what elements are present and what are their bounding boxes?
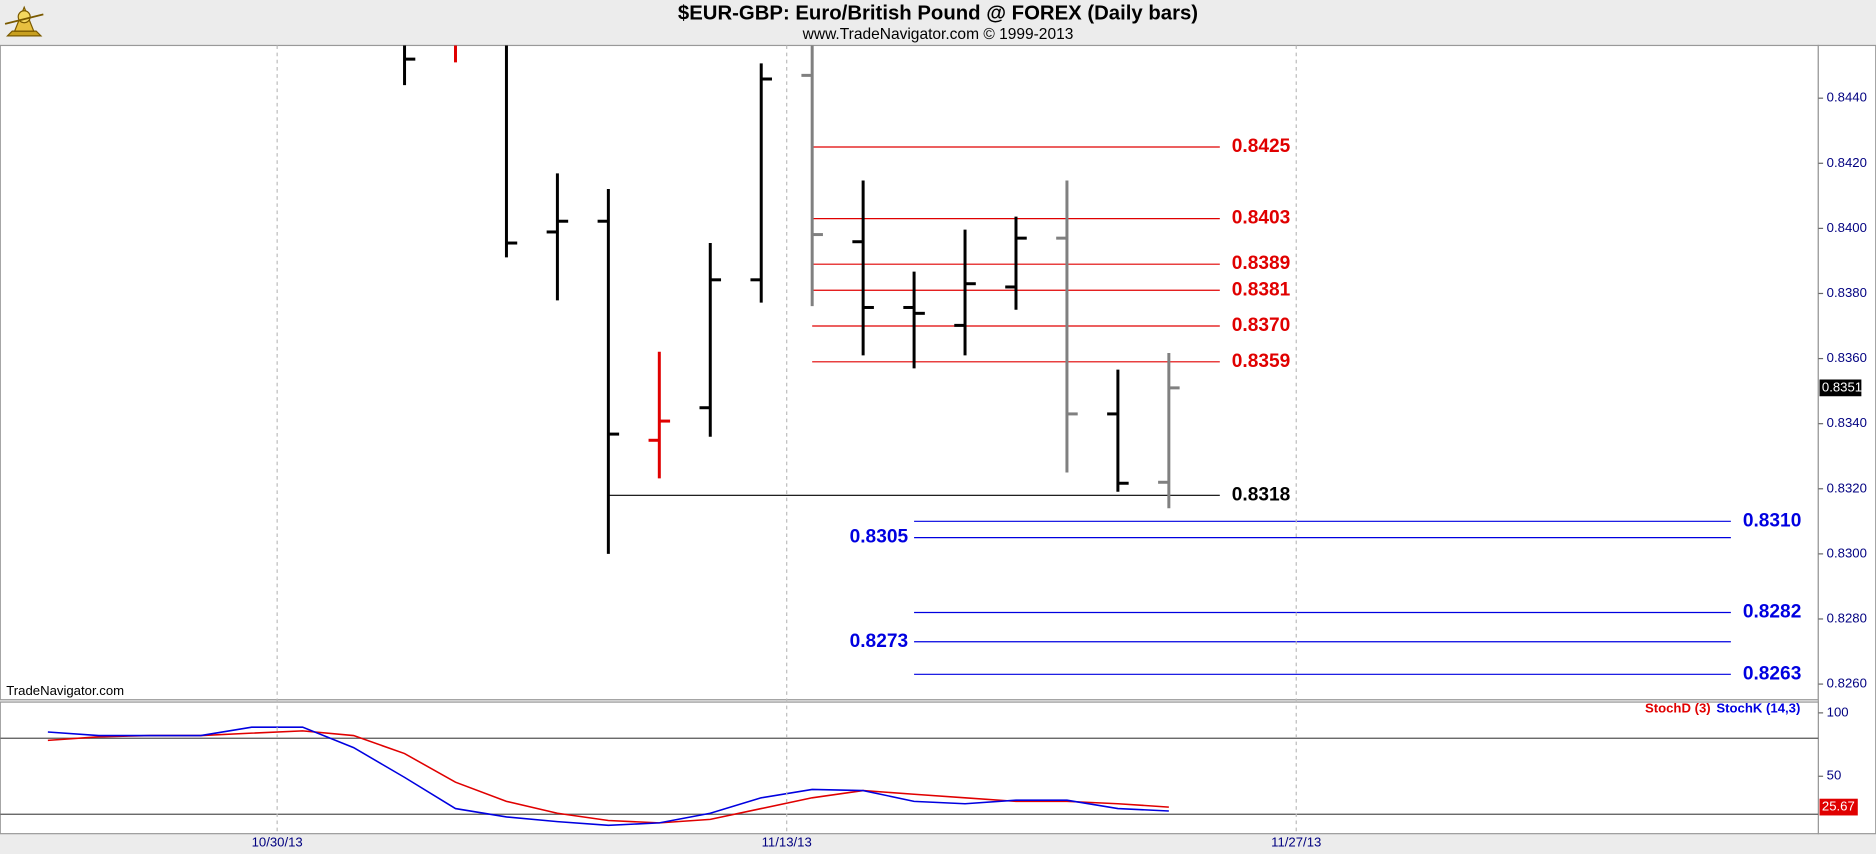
- chart-subtitle: www.TradeNavigator.com © 1999-2013: [802, 26, 1074, 43]
- y-tick-label: 100: [1827, 704, 1849, 719]
- last-value-box: [1819, 798, 1858, 816]
- x-tick-label: 11/13/13: [762, 835, 812, 850]
- level-label: 0.8381: [1232, 279, 1291, 300]
- stoch-line: [47, 726, 1169, 827]
- level-label: 0.8425: [1232, 136, 1291, 157]
- y-tick-label: 0.8280: [1827, 610, 1867, 625]
- right-axis-area: [1817, 44, 1876, 835]
- y-tick-label: 0.8380: [1827, 285, 1867, 300]
- y-tick-label: 0.8440: [1827, 90, 1867, 105]
- last-price-label: 0.8351: [1822, 379, 1862, 394]
- legend-entry: StochD (3): [1645, 701, 1711, 716]
- level-label: 0.8263: [1743, 663, 1802, 684]
- y-tick-label: 0.8340: [1827, 415, 1867, 430]
- y-tick-label: 0.8260: [1827, 676, 1867, 691]
- level-label: 0.8370: [1232, 315, 1290, 336]
- level-label: 0.8389: [1232, 253, 1290, 274]
- stoch-panel: [0, 701, 1819, 835]
- y-tick-label: 0.8360: [1827, 350, 1867, 365]
- y-tick-label: 0.8400: [1827, 220, 1867, 235]
- axes: 10/30/13 11/13/13 11/27/13 0.8260 0.8280 0.83…: [252, 45, 1867, 850]
- level-label: 0.8305: [850, 527, 909, 548]
- level-label: 0.8359: [1232, 351, 1290, 372]
- level-label: 0.8273: [850, 631, 909, 652]
- watermark: TradeNavigator.com: [6, 683, 124, 698]
- legend-entry: StochK (14,3): [1716, 701, 1800, 716]
- y-tick-label: 0.8420: [1827, 155, 1867, 170]
- level-label: 0.8282: [1743, 602, 1802, 623]
- y-tick-label: 50: [1827, 768, 1842, 783]
- y-tick-label: 0.8300: [1827, 545, 1867, 560]
- stoch-line: [47, 730, 1169, 824]
- y-tick-label: 0.8320: [1827, 480, 1867, 495]
- level-label: 0.8403: [1232, 208, 1290, 229]
- last-value-label: 25.67: [1822, 799, 1855, 814]
- x-tick-label: 11/27/13: [1271, 835, 1321, 850]
- price-plot: [403, 45, 1731, 675]
- x-tick-label: 10/30/13: [252, 835, 303, 850]
- stoch-plot: [0, 726, 1819, 827]
- last-price-box: [1819, 379, 1862, 397]
- logo: [4, 5, 44, 37]
- price-panel: [0, 44, 1819, 701]
- chart-title: $EUR-GBP: Euro/British Pound @ FOREX (Da…: [678, 3, 1198, 25]
- level-label: 0.8310: [1743, 510, 1802, 531]
- level-label: 0.8318: [1232, 484, 1291, 505]
